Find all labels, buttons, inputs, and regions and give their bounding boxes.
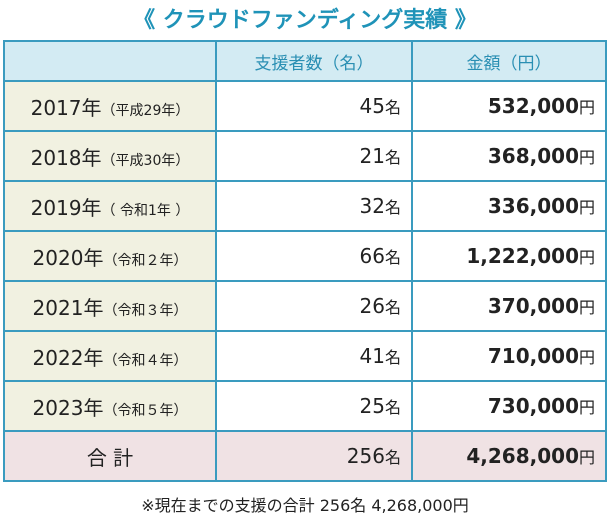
period-cell: 合 計 <box>3 430 217 482</box>
amount: 1,222,000 <box>466 244 579 268</box>
title: 《 クラウドファンディング実績 》 <box>133 8 477 33</box>
count: 256 <box>346 444 385 468</box>
count-cell: 41名 <box>215 330 413 382</box>
amount-unit: 円 <box>578 98 595 117</box>
count-unit: 名 <box>384 248 401 267</box>
results-table: 支援者数（名） 金額（円） 2017年（平成29年） 45名 532,000円 201… <box>3 40 607 482</box>
year: 2019年 <box>30 195 102 220</box>
amount-cell: 532,000円 <box>411 80 607 132</box>
amount: 4,268,000 <box>466 444 579 468</box>
amount: 370,000 <box>487 294 579 318</box>
period-cell: 2020年（令和２年） <box>3 230 217 282</box>
data-row: 2022年（令和４年） 41名 710,000円 <box>3 330 607 382</box>
amount-unit: 円 <box>578 198 595 217</box>
count: 66 <box>359 244 385 268</box>
data-row: 2020年（令和２年） 66名 1,222,000円 <box>3 230 607 282</box>
year: 2020年 <box>32 245 104 270</box>
count: 45 <box>359 94 385 118</box>
count-cell: 66名 <box>215 230 413 282</box>
amount-cell: 1,222,000円 <box>411 230 607 282</box>
amount: 710,000 <box>487 344 579 368</box>
amount-unit: 円 <box>578 448 595 467</box>
period-cell: 2017年（平成29年） <box>3 80 217 132</box>
count: 32 <box>359 194 385 218</box>
era: （令和２年） <box>103 252 188 269</box>
year: 2018年 <box>30 145 102 170</box>
count-unit: 名 <box>384 448 401 467</box>
era: （平成30年） <box>101 152 190 169</box>
header-row: 支援者数（名） 金額（円） <box>3 40 607 82</box>
period-cell: 2023年（令和５年） <box>3 380 217 432</box>
amount-unit: 円 <box>578 248 595 267</box>
count-cell: 32名 <box>215 180 413 232</box>
amount: 532,000 <box>487 94 579 118</box>
year: 2021年 <box>32 295 104 320</box>
era: （令和４年） <box>103 352 188 369</box>
count-cell: 26名 <box>215 280 413 332</box>
footnote: ※現在までの支援の合計 256名 4,268,000円 <box>141 496 469 515</box>
year: 2023年 <box>32 395 104 420</box>
header-cell: 支援者数（名） <box>215 40 413 82</box>
era: （令和５年） <box>103 402 188 419</box>
count-cell: 45名 <box>215 80 413 132</box>
amount-cell: 336,000円 <box>411 180 607 232</box>
header-cell: 金額（円） <box>411 40 607 82</box>
amount: 368,000 <box>487 144 579 168</box>
count-cell: 21名 <box>215 130 413 182</box>
amount-cell: 730,000円 <box>411 380 607 432</box>
count-unit: 名 <box>384 348 401 367</box>
total-label: 合 計 <box>86 445 134 470</box>
count: 26 <box>359 294 385 318</box>
period-cell: 2021年（令和３年） <box>3 280 217 332</box>
period-cell: 2018年（平成30年） <box>3 130 217 182</box>
amount-cell: 4,268,000円 <box>411 430 607 482</box>
count-cell: 256名 <box>215 430 413 482</box>
era: （平成29年） <box>101 102 190 119</box>
total-row: 合 計 256名 4,268,000円 <box>3 430 607 482</box>
era: （令和３年） <box>103 302 188 319</box>
count-unit: 名 <box>384 148 401 167</box>
amount: 336,000 <box>487 194 579 218</box>
count: 41 <box>359 344 385 368</box>
data-row: 2019年（ 令和1年 ） 32名 336,000円 <box>3 180 607 232</box>
data-row: 2017年（平成29年） 45名 532,000円 <box>3 80 607 132</box>
amount-unit: 円 <box>578 398 595 417</box>
count-cell: 25名 <box>215 380 413 432</box>
year: 2022年 <box>32 345 104 370</box>
amount: 730,000 <box>487 394 579 418</box>
amount-unit: 円 <box>578 298 595 317</box>
count: 21 <box>359 144 385 168</box>
year: 2017年 <box>30 95 102 120</box>
amount-unit: 円 <box>578 348 595 367</box>
amount-cell: 370,000円 <box>411 280 607 332</box>
amount-unit: 円 <box>578 148 595 167</box>
data-row: 2021年（令和３年） 26名 370,000円 <box>3 280 607 332</box>
count-unit: 名 <box>384 298 401 317</box>
data-row: 2018年（平成30年） 21名 368,000円 <box>3 130 607 182</box>
count-unit: 名 <box>384 398 401 417</box>
count-unit: 名 <box>384 198 401 217</box>
header-cell <box>3 40 217 82</box>
period-cell: 2019年（ 令和1年 ） <box>3 180 217 232</box>
data-row: 2023年（令和５年） 25名 730,000円 <box>3 380 607 432</box>
amount-cell: 710,000円 <box>411 330 607 382</box>
count: 25 <box>359 394 385 418</box>
era: （ 令和1年 ） <box>101 202 190 219</box>
amount-cell: 368,000円 <box>411 130 607 182</box>
period-cell: 2022年（令和４年） <box>3 330 217 382</box>
count-unit: 名 <box>384 98 401 117</box>
